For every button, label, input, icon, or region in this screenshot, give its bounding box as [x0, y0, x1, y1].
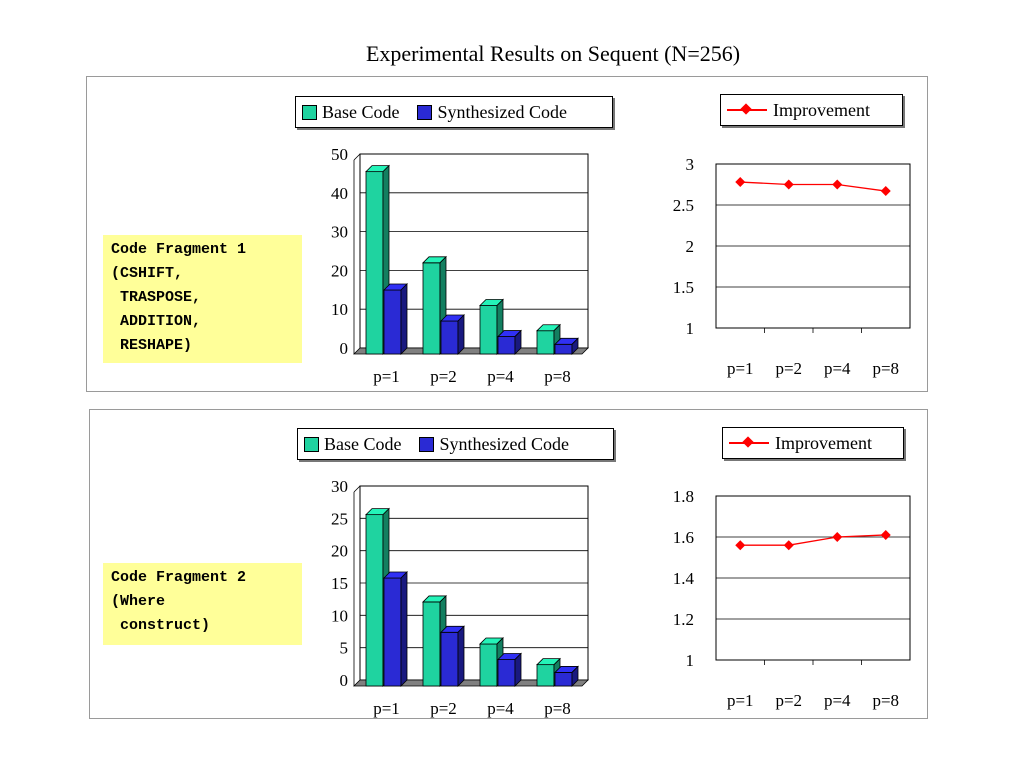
y-tick-label: 5	[340, 639, 349, 658]
y-tick-label: 2	[686, 237, 695, 256]
legend-synth-label: Synthesized Code	[437, 101, 567, 122]
improvement-line-key	[727, 103, 767, 117]
y-tick-label: 0	[340, 339, 349, 358]
improvement-point	[783, 540, 794, 551]
y-tick-label: 1.5	[673, 278, 694, 297]
base-code-bar	[365, 514, 384, 687]
y-tick-label: 20	[331, 542, 348, 561]
synth-code-bar	[383, 577, 402, 687]
code-fragment-2-label: Code Fragment 2 (Where construct)	[103, 563, 302, 645]
y-tick-label: 0	[340, 671, 349, 690]
bar-legend-1: Base Code Synthesized Code	[295, 96, 613, 128]
x-tick-label: p=4	[487, 699, 514, 718]
y-tick-label: 1	[686, 319, 695, 338]
bar-legend-2: Base Code Synthesized Code	[297, 428, 614, 460]
synth-code-bar	[383, 289, 402, 355]
improvement-point	[880, 186, 891, 197]
x-tick-label: p=8	[544, 699, 571, 718]
synth-code-bar-side	[571, 337, 579, 355]
y-tick-label: 30	[331, 477, 348, 496]
line-chart-1: 1 1.5 2 2.5 3 p=1 p=2 p=4 p=8	[673, 155, 911, 378]
synth-code-bar-side	[457, 625, 465, 687]
improvement-point	[832, 179, 843, 190]
y-tick-label: 2.5	[673, 196, 694, 215]
synth-code-bar-side	[514, 329, 522, 355]
legend-base-label: Base Code	[322, 101, 400, 122]
synth-code-bar-side	[571, 665, 579, 687]
page-title: Experimental Results on Sequent (N=256)	[365, 41, 741, 66]
y-tick-label: 1.6	[673, 528, 694, 547]
base-code-bar	[422, 262, 441, 355]
synth-code-bar	[497, 659, 516, 687]
synth-code-bar	[554, 672, 573, 687]
legend-synth-label: Synthesized Code	[439, 433, 569, 454]
x-tick-label: p=1	[727, 691, 754, 710]
line-legend-2: Improvement	[722, 427, 904, 459]
base-code-swatch	[304, 436, 319, 452]
improvement-point	[880, 529, 891, 540]
x-tick-label: p=1	[727, 359, 754, 378]
x-tick-label: p=4	[487, 367, 514, 386]
y-tick-label: 20	[331, 261, 348, 280]
legend-improvement-label: Improvement	[775, 432, 872, 453]
synth-code-bar-side	[514, 652, 522, 687]
y-tick-label: 15	[331, 574, 348, 593]
improvement-point	[735, 540, 746, 551]
bar-chart-1: 0 10 20 30 40 50 p=1 p=2 p=4 p=8	[331, 145, 589, 386]
improvement-point	[735, 177, 746, 188]
x-tick-label: p=2	[775, 691, 802, 710]
improvement-point	[832, 532, 843, 542]
code-fragment-1-label: Code Fragment 1 (CSHIFT, TRASPOSE, ADDIT…	[103, 235, 302, 363]
base-code-bar	[479, 305, 498, 355]
bar-chart-2: 0 5 10 15 20 25 30 p=1 p=2 p=4 p=8	[331, 477, 589, 718]
base-code-bar	[536, 664, 555, 687]
x-tick-label: p=8	[872, 359, 899, 378]
x-tick-label: p=2	[430, 367, 457, 386]
y-tick-label: 1.2	[673, 610, 694, 629]
synth-code-bar	[554, 343, 573, 355]
y-tick-label: 30	[331, 223, 348, 242]
y-axis-depth	[353, 153, 361, 161]
x-tick-label: p=4	[824, 359, 851, 378]
synth-code-swatch	[417, 104, 433, 120]
improvement-line-key	[729, 436, 769, 450]
y-axis-depth	[353, 485, 361, 493]
line-chart-2: 1 1.2 1.4 1.6 1.8 p=1 p=2 p=4 p=8	[673, 487, 911, 710]
y-tick-label: 40	[331, 184, 348, 203]
synth-code-swatch	[419, 436, 435, 452]
y-tick-label: 10	[331, 606, 348, 625]
legend-base-label: Base Code	[324, 433, 402, 454]
x-tick-label: p=2	[775, 359, 802, 378]
x-tick-label: p=1	[373, 367, 400, 386]
y-tick-label: 1	[686, 651, 695, 670]
base-code-swatch	[302, 104, 317, 120]
x-tick-label: p=8	[872, 691, 899, 710]
y-tick-label: 1.8	[673, 487, 694, 506]
synth-code-bar	[440, 320, 459, 355]
x-tick-label: p=1	[373, 699, 400, 718]
improvement-line	[740, 181, 886, 192]
improvement-line	[740, 534, 886, 546]
x-tick-label: p=8	[544, 367, 571, 386]
base-code-bar	[365, 171, 384, 355]
x-tick-label: p=4	[824, 691, 851, 710]
y-tick-label: 25	[331, 509, 348, 528]
base-code-bar	[422, 601, 441, 687]
line-legend-1: Improvement	[720, 94, 903, 126]
x-tick-label: p=2	[430, 699, 457, 718]
y-tick-label: 50	[331, 145, 348, 164]
y-tick-label: 1.4	[673, 569, 695, 588]
y-tick-label: 10	[331, 300, 348, 319]
synth-code-bar-side	[400, 571, 408, 687]
base-code-bar	[536, 330, 555, 355]
synth-code-bar	[440, 631, 459, 687]
synth-code-bar-side	[400, 283, 408, 355]
y-tick-label: 3	[686, 155, 695, 174]
base-code-bar	[479, 643, 498, 687]
synth-code-bar	[497, 336, 516, 355]
synth-code-bar-side	[457, 314, 465, 355]
legend-improvement-label: Improvement	[773, 99, 870, 120]
improvement-point	[783, 179, 794, 190]
